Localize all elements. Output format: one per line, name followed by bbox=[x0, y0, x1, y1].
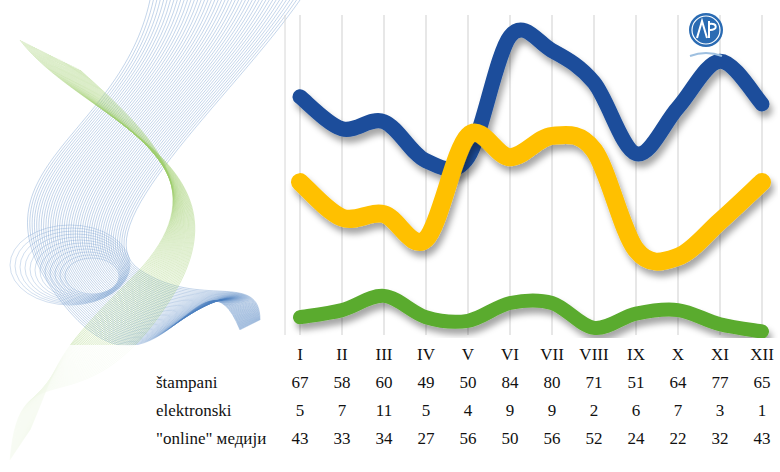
data-label: 5 bbox=[296, 401, 305, 420]
series-line bbox=[300, 296, 762, 332]
decoration-line bbox=[98, 0, 256, 323]
data-label: 3 bbox=[716, 401, 725, 420]
legend-label: štampani bbox=[156, 373, 218, 392]
data-label: 51 bbox=[628, 373, 645, 392]
decoration-line bbox=[82, 0, 251, 325]
data-label: 50 bbox=[460, 373, 477, 392]
grid bbox=[300, 15, 762, 335]
decoration-ring bbox=[40, 243, 124, 299]
decoration-ring bbox=[15, 228, 129, 304]
data-label: 56 bbox=[544, 429, 561, 448]
grid-line bbox=[468, 15, 469, 335]
grid-line bbox=[384, 15, 385, 335]
legend-swatch bbox=[66, 405, 150, 415]
data-label: 32 bbox=[712, 429, 729, 448]
data-label: 43 bbox=[754, 429, 771, 448]
x-tick-label: VII bbox=[540, 345, 564, 364]
decoration-line bbox=[122, 0, 293, 320]
x-tick-label: VI bbox=[501, 345, 519, 364]
grid-line bbox=[510, 15, 511, 335]
plot-marks bbox=[300, 30, 762, 331]
data-label: 60 bbox=[376, 373, 393, 392]
data-label: 80 bbox=[544, 373, 561, 392]
grid-line bbox=[342, 15, 343, 335]
data-label: 71 bbox=[586, 373, 603, 392]
data-label: 7 bbox=[674, 401, 683, 420]
grid-line bbox=[426, 15, 427, 335]
data-label: 43 bbox=[292, 429, 309, 448]
x-tick-label: XI bbox=[711, 345, 729, 364]
data-label: 64 bbox=[670, 373, 688, 392]
data-label: 5 bbox=[422, 401, 431, 420]
legend-swatch bbox=[66, 433, 150, 443]
legend-label: "online" медији bbox=[156, 429, 266, 448]
decoration-line bbox=[117, 0, 286, 321]
series-line bbox=[300, 133, 762, 262]
legend-label: elektronski bbox=[156, 401, 232, 420]
data-label: 22 bbox=[670, 429, 687, 448]
decoration-ring bbox=[55, 252, 121, 296]
decoration-line bbox=[115, 0, 283, 321]
legend-swatch bbox=[66, 377, 150, 387]
data-label: 58 bbox=[334, 373, 351, 392]
logo-circle bbox=[689, 13, 723, 47]
decoration-ring bbox=[30, 237, 126, 301]
decoration-veil bbox=[0, 345, 300, 472]
x-tick-label: XII bbox=[750, 345, 774, 364]
data-label: 65 bbox=[754, 373, 771, 392]
data-label: 1 bbox=[758, 401, 767, 420]
background bbox=[0, 0, 780, 472]
chart: IIIIIIIVVVIVIIVIIIIXXXIXII67586049508480… bbox=[0, 0, 780, 472]
decoration-line bbox=[55, 0, 246, 330]
legend: štampani elektronski "online" медији bbox=[66, 373, 266, 448]
decoration-line bbox=[126, 0, 300, 320]
decoration-ring bbox=[50, 249, 122, 297]
data-label: 77 bbox=[712, 373, 730, 392]
data-label: 2 bbox=[590, 401, 599, 420]
data-label: 84 bbox=[502, 373, 520, 392]
grid-line bbox=[636, 15, 637, 335]
decoration-ring bbox=[35, 240, 125, 300]
data-label: 50 bbox=[502, 429, 519, 448]
x-tick-label: III bbox=[376, 345, 393, 364]
data-table: IIIIIIIVVVIVIIVIIIIXXXIXII67586049508480… bbox=[292, 345, 775, 448]
data-label: 27 bbox=[418, 429, 436, 448]
x-tick-label: II bbox=[336, 345, 348, 364]
grid-line bbox=[552, 15, 553, 335]
x-tick-label: I bbox=[297, 345, 303, 364]
grid-line bbox=[594, 15, 595, 335]
decoration-ring bbox=[25, 234, 127, 302]
data-label: 7 bbox=[338, 401, 347, 420]
y-axis-line bbox=[285, 15, 286, 335]
logo-mark bbox=[697, 21, 716, 38]
x-tick-label: VIII bbox=[579, 345, 609, 364]
data-label: 67 bbox=[292, 373, 310, 392]
data-label: 56 bbox=[460, 429, 477, 448]
decoration-ring bbox=[10, 225, 130, 305]
x-tick-label: X bbox=[672, 345, 684, 364]
x-tick-label: IX bbox=[627, 345, 645, 364]
decoration-line bbox=[86, 0, 251, 324]
data-label: 9 bbox=[506, 401, 515, 420]
logo-ring bbox=[692, 16, 720, 44]
decoration-ring bbox=[65, 258, 119, 294]
data-label: 34 bbox=[376, 429, 394, 448]
decoration-ring bbox=[45, 246, 123, 298]
logo-swoosh bbox=[690, 53, 722, 56]
data-label: 49 bbox=[418, 373, 435, 392]
data-label: 52 bbox=[586, 429, 603, 448]
data-label: 6 bbox=[632, 401, 641, 420]
x-tick-label: V bbox=[462, 345, 475, 364]
data-label: 33 bbox=[334, 429, 351, 448]
decoration-ring bbox=[20, 231, 128, 303]
data-label: 24 bbox=[628, 429, 646, 448]
data-label: 4 bbox=[464, 401, 473, 420]
grid-line bbox=[678, 15, 679, 335]
logo bbox=[689, 13, 723, 56]
decoration-ring bbox=[60, 255, 120, 295]
data-label: 9 bbox=[548, 401, 557, 420]
data-label: 11 bbox=[376, 401, 392, 420]
x-tick-label: IV bbox=[417, 345, 436, 364]
